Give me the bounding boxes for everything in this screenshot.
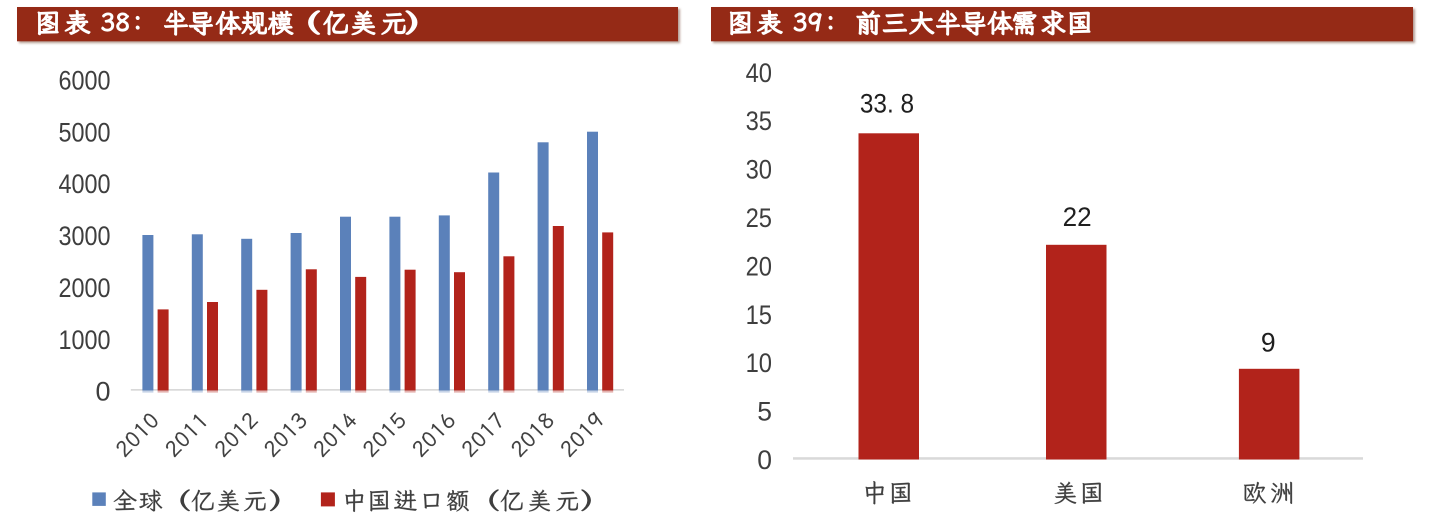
svg-text:1000: 1000	[59, 325, 111, 355]
svg-text:33. 8: 33. 8	[860, 89, 914, 119]
svg-text:2000: 2000	[59, 273, 111, 303]
svg-text:15: 15	[746, 300, 772, 330]
svg-text:3000: 3000	[59, 221, 111, 251]
svg-text:22: 22	[1063, 202, 1092, 232]
svg-text:0: 0	[95, 377, 110, 407]
svg-text:30: 30	[746, 155, 772, 185]
svg-text:9: 9	[1261, 327, 1276, 357]
svg-text:25: 25	[746, 203, 772, 233]
svg-text:5000: 5000	[59, 117, 111, 147]
svg-text:0: 0	[757, 445, 772, 475]
svg-text:35: 35	[746, 106, 772, 136]
svg-text:5: 5	[757, 397, 772, 427]
svg-text:20: 20	[746, 251, 772, 281]
svg-text:10: 10	[746, 348, 772, 378]
svg-text:4000: 4000	[59, 169, 111, 199]
svg-text:40: 40	[746, 58, 772, 88]
svg-text:6000: 6000	[59, 66, 111, 96]
